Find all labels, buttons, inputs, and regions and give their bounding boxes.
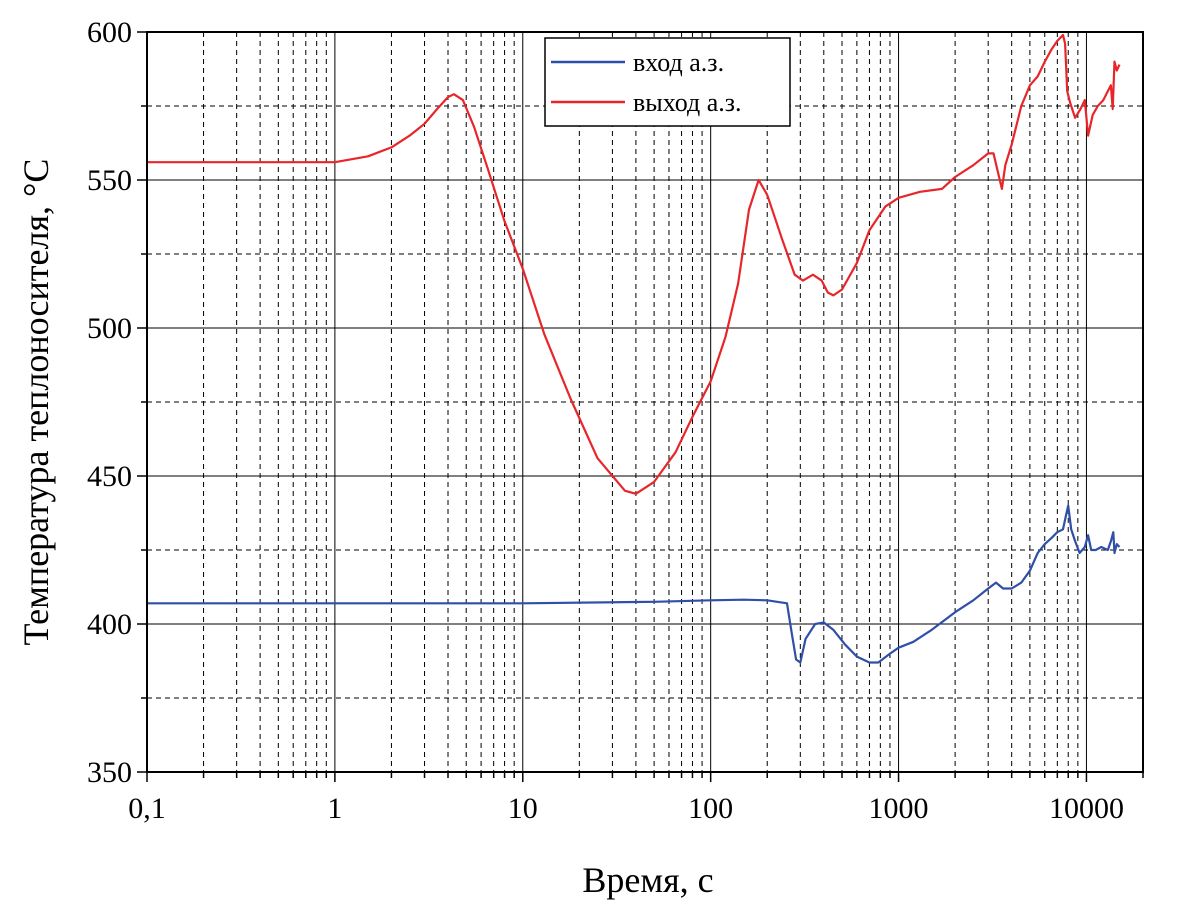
series-line-outlet [147,33,1121,495]
grid [146,32,1144,772]
y-tick-label: 500 [87,312,132,345]
x-tick-label: 10000 [1049,792,1124,825]
series-line-inlet [147,504,1121,664]
x-tick-label: 10 [508,792,538,825]
axis-ticks: 0,1 1 10 100 1000 10000 350 400 450 500 550 600 [87,16,1144,825]
x-tick-label: 0,1 [128,792,166,825]
y-tick-label: 450 [87,460,132,493]
x-tick-label: 1 [327,792,342,825]
series-layer [147,33,1121,664]
legend-label: выход а.з. [633,88,742,117]
legend-box [544,37,791,127]
y-axis-title: Температура теплоносителя, °C [16,159,56,646]
y-tick-label: 550 [87,164,132,197]
x-axis-title: Время, с [582,860,713,900]
x-tick-label: 100 [688,792,733,825]
y-tick-label: 350 [87,756,132,789]
y-tick-label: 600 [87,16,132,49]
x-tick-label: 1000 [869,792,929,825]
legend: вход а.з. выход а.з. [544,37,791,127]
legend-label: вход а.з. [633,48,724,77]
y-tick-label: 400 [87,608,132,641]
